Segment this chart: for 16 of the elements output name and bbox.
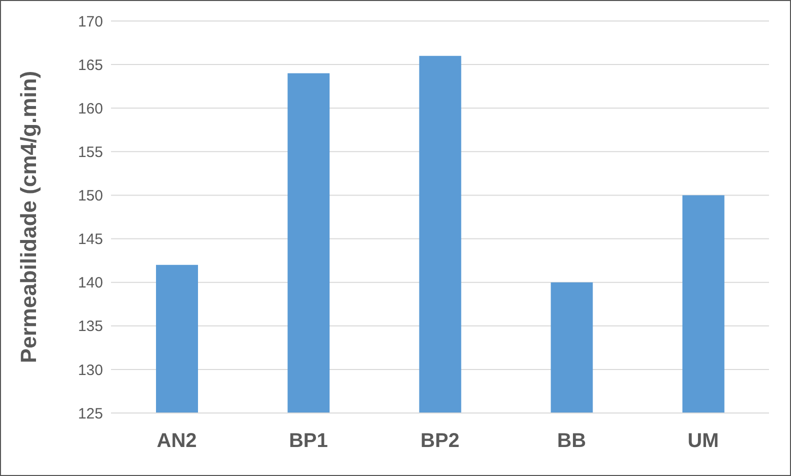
y-tick-label: 170 bbox=[78, 13, 103, 30]
y-tick-label: 135 bbox=[78, 318, 103, 336]
x-tick-label: BP2 bbox=[420, 430, 460, 452]
y-tick-label: 150 bbox=[78, 188, 103, 205]
y-axis-title: Permeabilidade (cm4/g.min) bbox=[16, 70, 41, 364]
y-tick-label: 145 bbox=[78, 231, 103, 248]
y-tick-label: 125 bbox=[78, 405, 103, 422]
y-tick-label: 140 bbox=[78, 274, 103, 292]
x-tick-label: BB bbox=[557, 430, 586, 452]
x-tick-label: UM bbox=[688, 430, 719, 452]
y-tick-label: 165 bbox=[78, 56, 103, 74]
x-tick-label: BP1 bbox=[288, 430, 328, 452]
x-tick-label: AN2 bbox=[156, 430, 197, 452]
y-tick-label: 160 bbox=[78, 100, 103, 118]
y-tick-label: 155 bbox=[78, 144, 103, 161]
y-tick-label: 130 bbox=[78, 362, 103, 379]
